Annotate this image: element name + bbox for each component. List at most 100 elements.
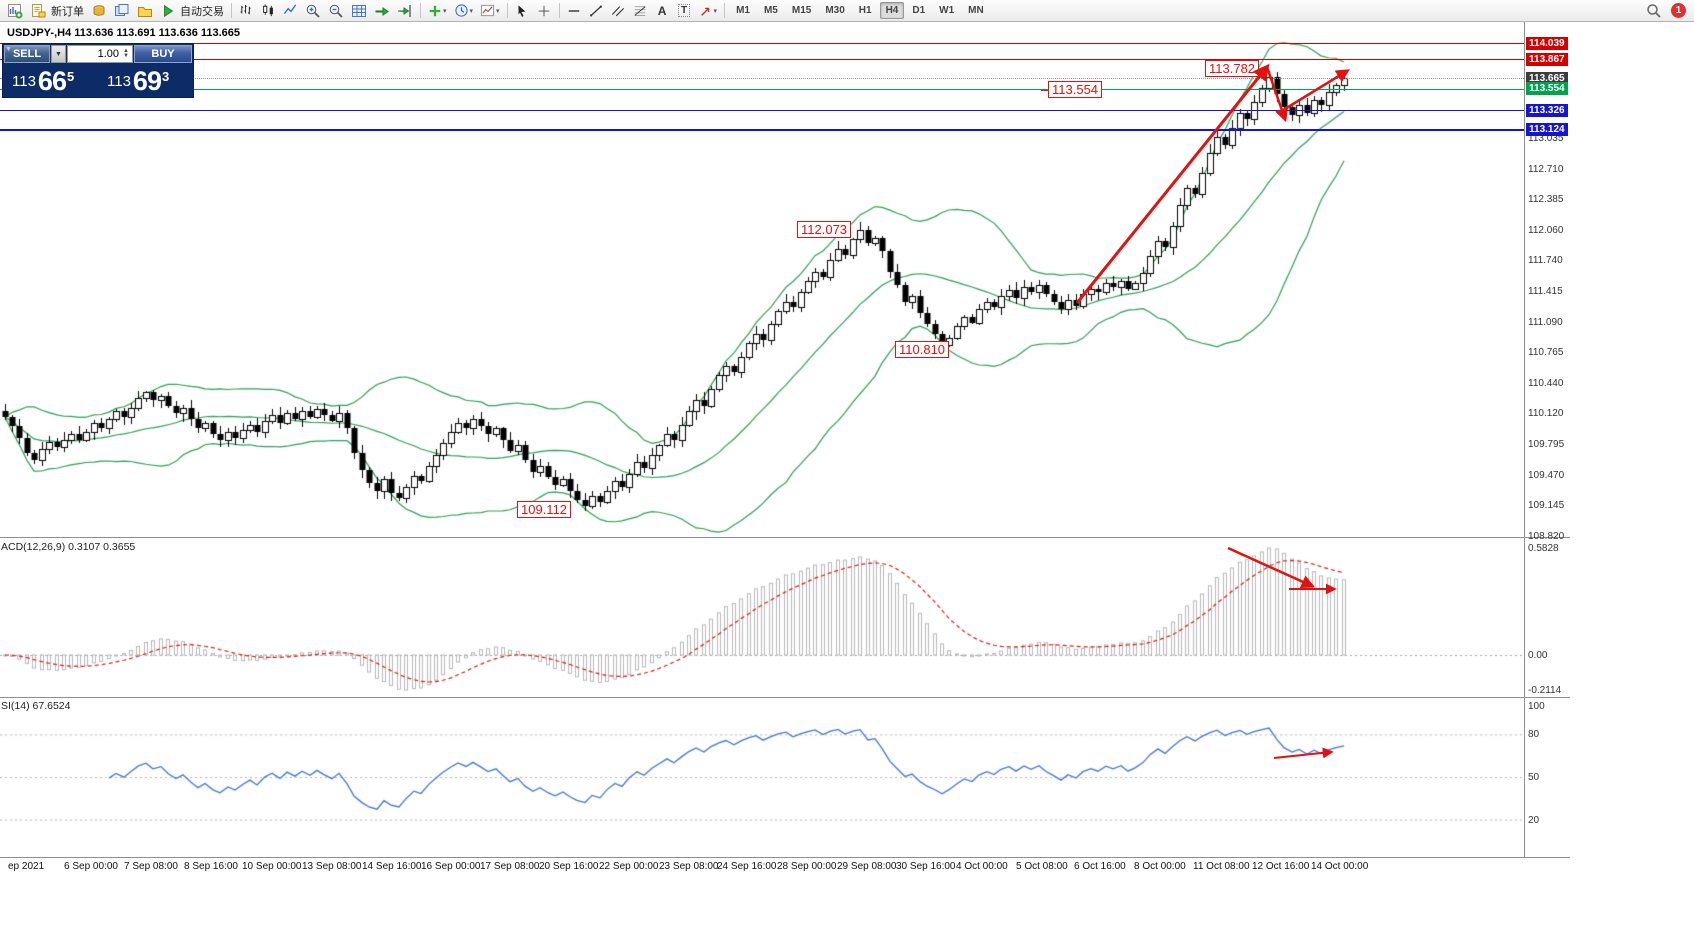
arrows-button[interactable]: ▾ [696,1,721,20]
market-watch-button[interactable] [88,1,110,20]
time-label: 8 Sep 16:00 [184,861,238,872]
candlestick-chart-button[interactable] [258,1,279,20]
tile-windows-button[interactable] [348,1,370,20]
price-label-113.554: 113.554 [1526,82,1568,96]
text-label-button[interactable]: T [674,1,695,20]
order-type-dropdown[interactable]: ▼ [51,45,66,63]
volume-spin-icons[interactable]: ▲ ▼ [123,48,129,59]
price-tick: 113.035 [1528,132,1564,144]
line-chart-button[interactable] [280,1,301,20]
trade-panel-controls: SELL ▼ 1.00 ▲ ▼ BUY [3,44,193,64]
timeframe-w1[interactable]: W1 [939,5,955,16]
price-tick: 112.710 [1528,163,1564,175]
chevron-down-icon: ▾ [496,7,500,15]
macd-panel-canvas[interactable] [0,538,1524,696]
text-button[interactable]: A [652,1,673,20]
timeframe-toolbar: M1 M5 M15 M30 H1 H4 D1 W1 MN [729,2,991,19]
buy-price-main: 69 [132,66,162,96]
timeframe-m1[interactable]: M1 [736,5,750,16]
notification-badge[interactable]: 1 [1671,3,1686,18]
macd-axis-label: -0.2114 [1528,685,1562,696]
toolbar-right-group: 1 [1643,1,1690,20]
panel-separator[interactable] [0,697,1570,698]
toolbar-separator [231,3,232,18]
buy-price[interactable]: 113 69 3 [98,64,193,97]
time-label: 30 Sep 16:00 [896,861,956,872]
zoom-in-button[interactable] [302,1,324,20]
time-label: 14 Oct 00:00 [1311,861,1369,872]
sell-price-prefix: 113 [12,73,36,90]
panel-separator[interactable] [0,537,1570,538]
clock-icon [454,4,468,17]
price-tick: 112.385 [1528,194,1564,206]
fibonacci-button[interactable] [630,1,651,20]
toolbar-separator [558,3,560,18]
text-label-icon: T [677,4,691,17]
auto-scroll-icon [375,6,389,16]
timeframe-mn[interactable]: MN [968,5,984,16]
time-label: 24 Sep 16:00 [717,861,777,872]
bar-chart-button[interactable] [236,1,257,20]
horizontal-line-button[interactable] [564,1,585,20]
timeframe-m5[interactable]: M5 [763,5,778,16]
timeframe-m15[interactable]: M15 [791,5,812,16]
cursor-button[interactable] [512,1,533,20]
sell-button[interactable]: SELL [4,45,50,63]
add-indicator-button[interactable]: ▾ [425,1,450,20]
time-label: 6 Sep 00:00 [64,861,118,872]
rsi-axis-label: 80 [1528,729,1540,740]
auto-trading-icon [163,4,173,17]
price-label-114.039: 114.039 [1526,36,1568,50]
time-label: 6 Oct 16:00 [1074,861,1126,872]
sell-price[interactable]: 113 66 5 [3,64,98,97]
timeframe-h4[interactable]: H4 [879,2,905,19]
bar-chart-icon [240,4,251,15]
auto-trading-label[interactable]: 自动交易 [180,5,224,18]
price-tick: 109.145 [1528,500,1565,512]
zoom-out-button[interactable] [325,1,347,20]
timeframe-h1[interactable]: H1 [858,5,872,16]
price-tick: 111.740 [1528,255,1563,267]
new-order-label[interactable]: 新订单 [51,5,84,18]
price-label-113.867: 113.867 [1526,52,1568,66]
timeframe-m30[interactable]: M30 [825,5,845,16]
fibonacci-icon [634,5,646,16]
new-chart-button[interactable] [4,1,26,20]
market-watch-icon [93,4,105,16]
buy-button[interactable]: BUY [134,45,192,63]
price-tick: 110.765 [1528,347,1564,359]
line-chart-icon [283,4,297,15]
collapse-trade-panel-icon[interactable]: ▼ [5,46,12,53]
search-button[interactable] [1643,1,1665,20]
crosshair-icon [538,5,550,16]
chart-shift-button[interactable] [394,1,416,20]
price-tick: 111.090 [1528,316,1563,328]
periods-button[interactable]: ▾ [451,1,477,20]
zoom-out-icon [329,4,343,18]
toolbar-separator [420,3,421,18]
volume-value[interactable]: 1.00 [97,48,120,60]
cursor-icon [518,4,526,17]
profiles-button[interactable] [134,1,156,20]
trendline-button[interactable] [586,1,607,20]
time-label: ep 2021 [8,861,45,872]
equidistant-channel-button[interactable] [608,1,629,20]
auto-scroll-button[interactable] [371,1,393,20]
rsi-panel-canvas[interactable] [0,698,1524,856]
text-icon: A [657,3,667,18]
volume-stepper[interactable]: 1.00 ▲ ▼ [67,45,133,63]
crosshair-button[interactable] [534,1,555,20]
timeframe-d1[interactable]: D1 [912,5,926,16]
chart-shift-icon [397,4,411,17]
toolbar-separator [724,3,726,18]
main-chart-canvas[interactable] [0,22,1524,537]
equidistant-channel-icon [611,5,625,16]
template-button[interactable]: ▾ [477,1,503,20]
new-order-button[interactable] [27,1,49,20]
macd-axis-label: 0.5828 [1528,543,1559,554]
price-label-113.665: 113.665 [1526,71,1568,85]
charts-list-button[interactable] [111,1,133,20]
auto-trading-button[interactable] [157,1,178,20]
price-label-113.326: 113.326 [1526,103,1568,117]
